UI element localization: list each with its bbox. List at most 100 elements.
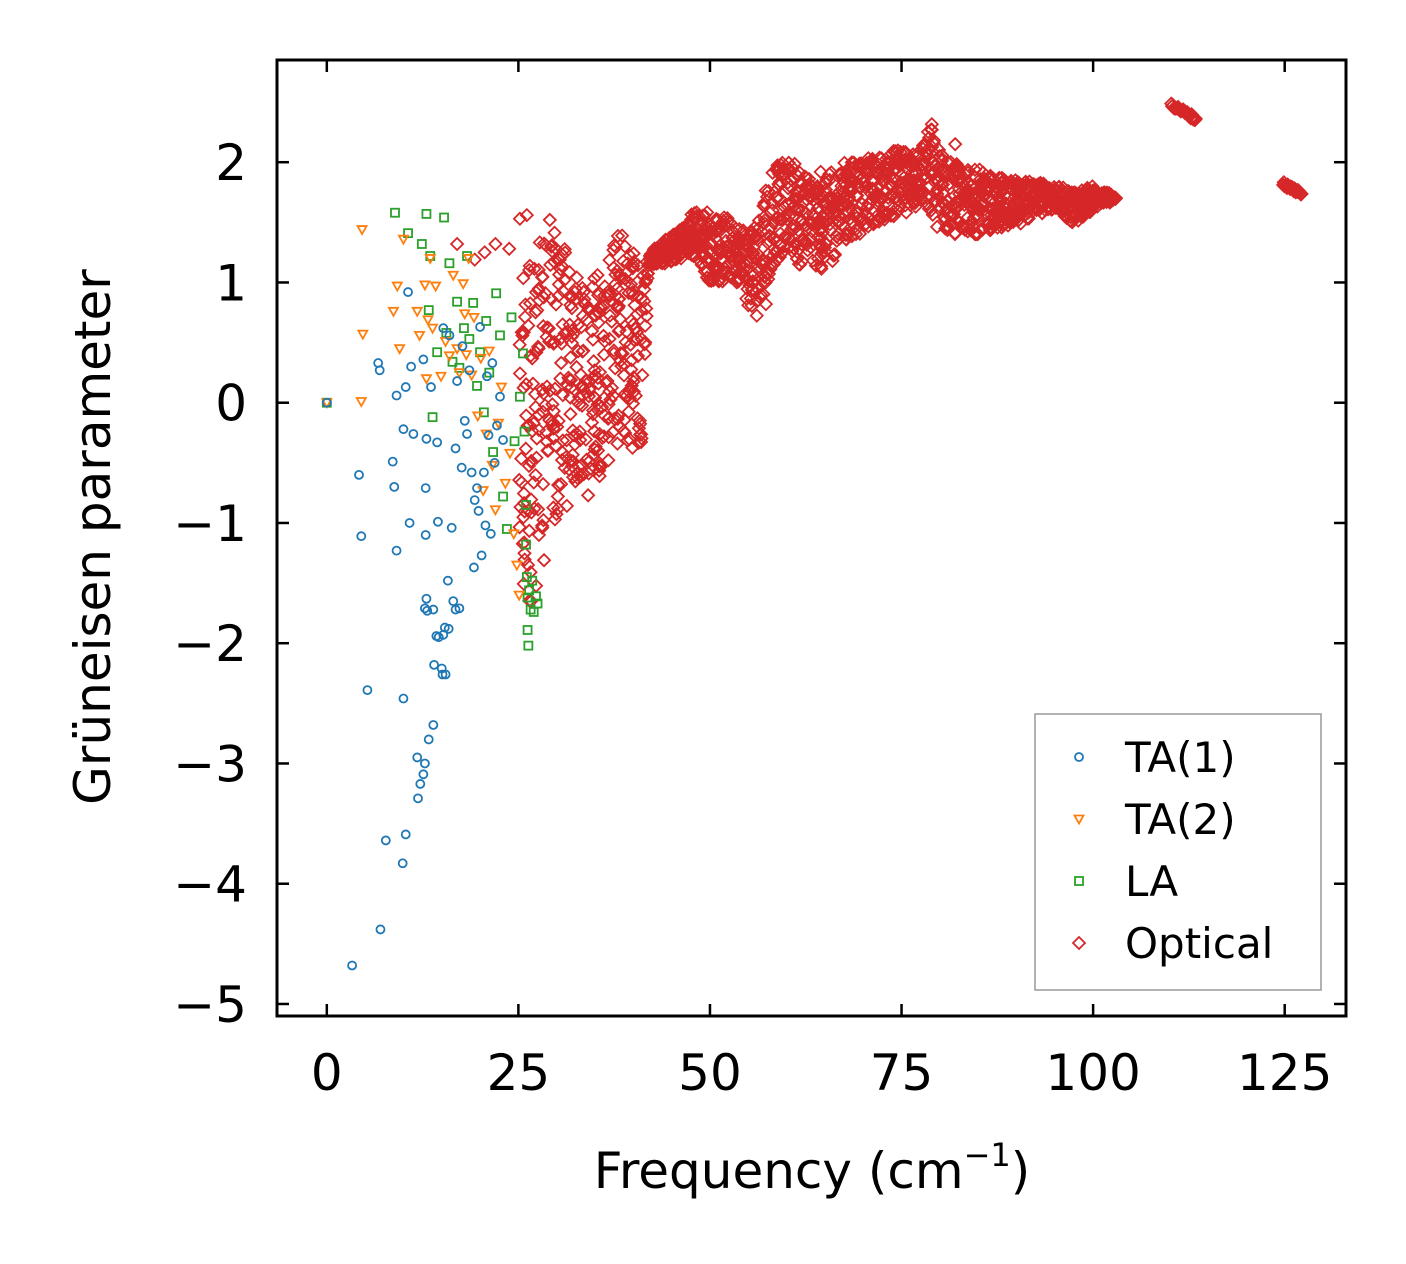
data-point [459, 323, 469, 334]
data-point [391, 281, 404, 293]
data-point [468, 298, 479, 308]
data-point [590, 402, 605, 417]
data-point [614, 228, 630, 243]
data-point [515, 328, 530, 343]
data-point [1018, 197, 1033, 213]
data-point [585, 447, 601, 462]
data-point [547, 381, 563, 397]
data-point [416, 239, 427, 249]
data-point [536, 290, 551, 305]
x-axis-label-suffix: ) [1011, 1142, 1031, 1200]
data-point [483, 346, 496, 358]
data-point [535, 520, 550, 535]
data-point [626, 254, 642, 270]
data-point [585, 332, 601, 347]
data-point [810, 251, 826, 266]
data-point [510, 560, 523, 572]
data-point [624, 352, 640, 368]
data-point [576, 343, 591, 359]
legend-marker [1074, 752, 1084, 762]
data-point [947, 225, 963, 241]
data-point [540, 320, 555, 335]
data-point [475, 347, 485, 358]
series-ta1 [321, 287, 508, 971]
data-point [751, 289, 767, 305]
data-point [1103, 189, 1119, 204]
data-point [439, 212, 449, 223]
data-point [444, 258, 455, 269]
data-point [546, 254, 562, 270]
data-point [518, 348, 528, 359]
data-point [521, 458, 537, 474]
data-point [481, 316, 492, 326]
data-point [703, 271, 718, 286]
legend-item: TA(2) [1072, 795, 1236, 844]
data-point [947, 136, 963, 152]
x-axis: 0 25 50 75 100 125 [311, 60, 1332, 1102]
data-point [629, 307, 645, 322]
data-point [626, 316, 641, 332]
data-point [541, 334, 557, 349]
data-point [592, 364, 608, 380]
data-point [452, 376, 462, 386]
data-point [515, 391, 525, 402]
data-point [841, 189, 857, 205]
data-point [749, 308, 765, 323]
data-point [400, 829, 411, 840]
data-point [563, 297, 578, 313]
data-point [531, 293, 547, 308]
data-point [408, 429, 419, 439]
data-point [519, 207, 535, 223]
data-point [472, 380, 482, 391]
data-point [932, 199, 948, 215]
data-point [527, 261, 542, 276]
data-point [622, 248, 637, 263]
data-point [622, 384, 637, 400]
data-point [711, 243, 727, 258]
data-point [749, 294, 765, 309]
data-point [457, 341, 468, 352]
data-point [387, 306, 400, 318]
legend-marker [1072, 814, 1086, 826]
data-point [467, 312, 480, 324]
data-point [1294, 186, 1309, 202]
data-point [421, 593, 432, 604]
data-point [613, 345, 629, 361]
data-point [585, 279, 600, 295]
data-point [604, 380, 620, 396]
y-axis: −5 −4 −3 −2 −1 0 1 2 [173, 134, 1346, 1034]
data-point [758, 296, 774, 312]
data-point [532, 598, 543, 609]
data-point [703, 236, 719, 251]
data-point [805, 253, 821, 268]
data-point [757, 269, 772, 285]
legend-label: TA(1) [1124, 733, 1236, 782]
data-point [578, 432, 594, 447]
legend-item: TA(1) [1074, 733, 1236, 782]
x-tick-label: 125 [1237, 1044, 1332, 1102]
data-point [733, 256, 749, 272]
data-point [874, 151, 889, 166]
data-point [780, 175, 796, 191]
data-point [521, 539, 531, 550]
data-point [626, 384, 642, 399]
data-point [572, 432, 588, 448]
data-point [843, 178, 858, 194]
data-point [443, 623, 454, 634]
data-point [634, 331, 649, 347]
series-ta2 [320, 225, 526, 602]
data-point [966, 210, 982, 225]
data-point [520, 557, 536, 573]
data-point [831, 215, 846, 231]
data-point [495, 330, 505, 341]
data-point [440, 669, 451, 680]
data-point [591, 459, 607, 474]
data-point [925, 167, 940, 183]
y-tick-label: −2 [173, 615, 247, 673]
data-point [959, 210, 975, 226]
data-point [452, 296, 462, 307]
data-point [695, 208, 711, 223]
data-point [472, 483, 482, 493]
data-point [848, 222, 863, 238]
data-point [522, 625, 533, 635]
